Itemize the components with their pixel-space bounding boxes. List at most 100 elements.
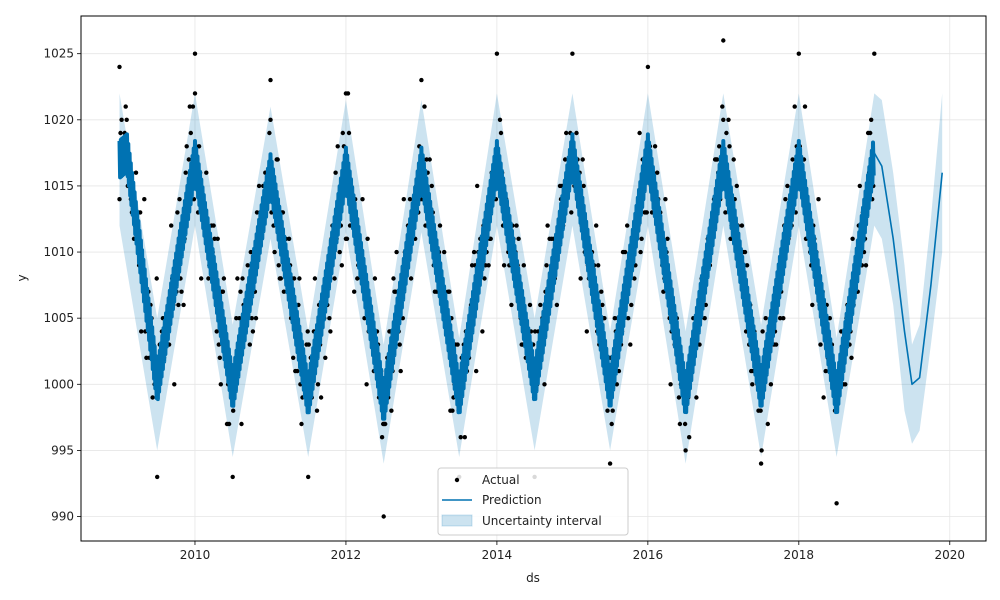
actual-point [532,329,538,334]
actual-point [154,276,159,281]
actual-point [123,104,128,109]
actual-point [683,448,688,453]
actual-point [778,316,783,321]
actual-point [267,130,272,136]
actual-point [427,157,432,162]
actual-point [474,368,479,374]
actual-point [497,117,503,123]
actual-point [220,289,226,294]
actual-point [768,382,774,387]
actual-point [783,197,788,202]
actual-point [188,130,193,136]
actual-point [234,316,239,321]
actual-point [796,51,801,56]
actual-point [118,130,123,136]
actual-point [818,342,823,347]
actual-point [823,368,828,374]
x-tick-label: 2012 [331,548,362,562]
actual-point [868,130,873,136]
actual-point [212,236,217,241]
actual-point [721,38,726,43]
actual-point [230,474,235,480]
actual-point [726,117,731,123]
x-axis-title: ds [526,571,540,585]
actual-point [501,263,507,268]
actual-point [306,342,311,347]
actual-point [235,276,240,281]
actual-point [447,289,452,294]
actual-point [340,130,345,136]
x-tick-label: 2020 [934,548,965,562]
actual-point [639,236,644,241]
actual-point [442,249,447,255]
actual-point [355,276,360,281]
actual-point [389,408,394,413]
actual-point [299,421,304,427]
actual-point [554,302,560,308]
actual-point [863,263,869,268]
actual-point [422,104,427,109]
actual-point [346,130,352,136]
actual-point [600,302,605,308]
actual-point [397,342,402,347]
actual-point [333,170,338,175]
actual-point [773,342,779,347]
actual-point [391,276,396,281]
actual-point [249,316,254,321]
actual-point [305,329,310,334]
actual-point [214,329,219,334]
actual-point [272,249,277,255]
actual-point [381,514,386,519]
actual-point [276,263,281,268]
actual-point [486,263,491,268]
actual-point [574,130,579,136]
actual-point [810,302,815,308]
actual-point [117,64,122,70]
actual-point [763,316,768,321]
actual-point [238,289,243,294]
actual-point [327,316,332,321]
actual-point [697,342,702,347]
actual-point [790,157,795,162]
actual-point [720,104,725,109]
actual-point [253,316,259,321]
actual-point [216,342,221,347]
actual-point [150,395,155,400]
actual-point [731,157,736,162]
actual-point [268,77,273,83]
actual-point [596,263,601,268]
actual-point [256,183,262,189]
actual-point [429,183,434,189]
actual-point [372,276,378,281]
actual-point [622,249,628,255]
prediction-line [118,152,943,405]
actual-point [155,474,160,480]
legend-actual-label: Actual [482,473,520,487]
actual-point [339,263,344,268]
actual-point [398,368,403,374]
actual-point [186,157,191,162]
actual-point [419,77,424,83]
legend: Actual Prediction Uncertainty interval [437,467,629,536]
actual-point [594,223,599,228]
actual-point [144,355,149,360]
actual-point [714,157,720,162]
actual-point [424,157,429,162]
actual-point [139,329,144,334]
y-axis-title: y [15,274,29,281]
actual-point [306,474,311,480]
actual-point [462,435,467,440]
actual-point [458,435,463,440]
actual-point [215,236,220,241]
actual-point [177,197,182,202]
actual-point [655,170,660,175]
actual-point [581,183,586,189]
actual-point [482,276,487,281]
actual-point [739,223,745,228]
x-axis-ticks: 2010 2012 2014 2016 2018 2020 [180,541,965,562]
actual-point [760,329,765,334]
actual-point [514,223,519,228]
actual-point [471,249,477,255]
actual-point [247,342,252,347]
actual-point [816,197,821,202]
